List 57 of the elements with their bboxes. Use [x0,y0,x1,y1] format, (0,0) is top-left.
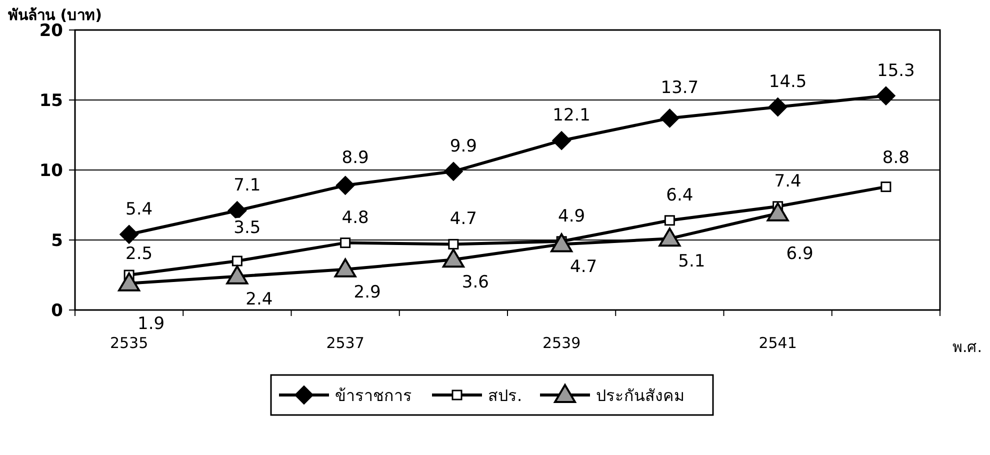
x-tick-label: 2535 [110,334,148,352]
data-label: 15.3 [877,60,915,81]
x-tick-label: 2539 [542,334,581,352]
data-label: 8.8 [882,148,910,168]
x-axis-title: พ.ศ. [952,338,982,356]
point [444,162,463,181]
legend-label: ประกันสังคม [596,386,685,405]
point [340,238,351,248]
data-label: 4.7 [570,257,598,278]
point [552,131,572,150]
data-label: 6.4 [666,185,694,206]
data-label: 9.9 [450,136,477,156]
point [664,215,675,226]
point [334,258,356,278]
data-label: 2.9 [354,282,381,302]
point [336,176,355,195]
point [550,233,573,252]
data-label: 5.4 [126,199,153,220]
data-label: 13.7 [660,78,699,98]
data-label: 12.1 [552,106,590,126]
legend-label: ข้าราชการ [335,386,412,405]
point [768,98,788,116]
y-axis-title: พันล้าน (บาท) [8,6,102,24]
point [232,256,242,266]
data-label: 7.4 [774,171,802,192]
data-label: 3.5 [234,218,261,238]
legend-label: สปร. [488,386,522,405]
y-tick-label: 5 [51,231,63,251]
point [876,86,896,106]
data-label: 4.8 [342,208,369,228]
point [766,202,789,222]
y-tick-label: 10 [39,161,64,181]
data-label: 14.5 [768,72,807,92]
y-tick-label: 15 [39,91,63,111]
data-label: 5.1 [678,252,706,272]
data-label: 1.9 [138,314,165,334]
data-label: 2.5 [126,244,153,264]
point [118,272,140,292]
point [120,224,139,244]
data-label: 7.1 [234,176,261,196]
x-tick-label: 2541 [758,334,797,352]
y-tick-label: 0 [51,301,64,321]
x-tick-label: 2537 [326,334,364,352]
point [448,238,459,250]
point [660,108,680,128]
point [442,248,464,268]
data-label: 4.9 [558,206,586,226]
data-label: 8.9 [342,148,369,168]
data-label: 3.6 [462,272,489,293]
point [226,265,248,284]
point [228,201,247,220]
point [880,182,892,192]
point [658,228,681,247]
data-label: 6.9 [786,244,814,264]
data-label: 2.4 [246,289,273,310]
y-tick-label: 20 [39,21,64,41]
data-label: 4.7 [450,209,477,230]
